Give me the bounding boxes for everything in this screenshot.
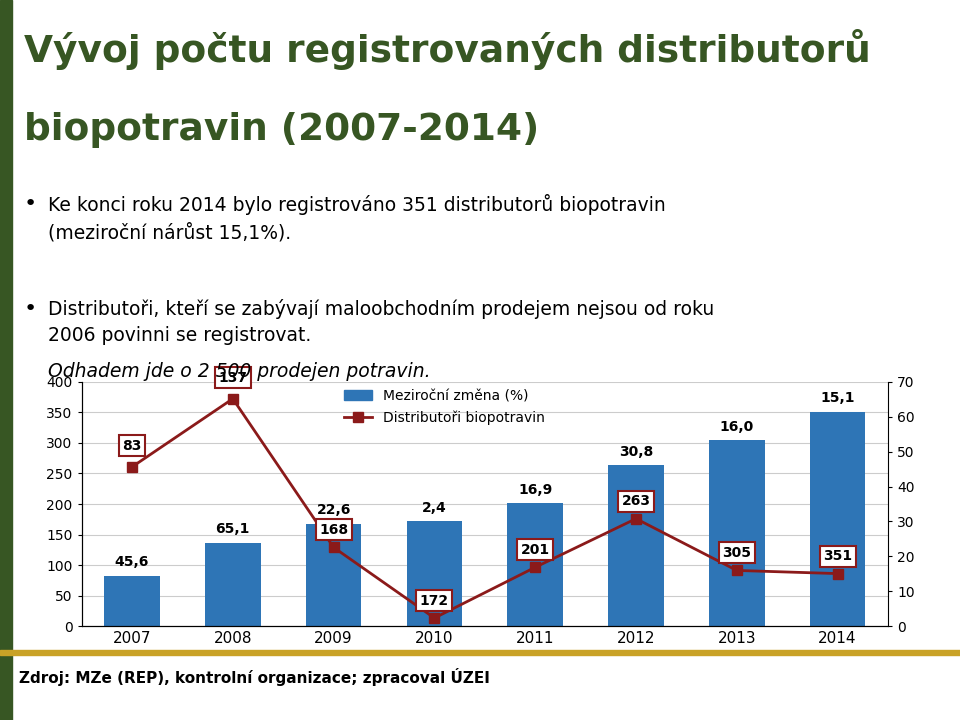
Bar [709,440,764,626]
Text: 16,0: 16,0 [720,420,754,433]
Legend: Meziroční změna (%), Distributoři biopotravin: Meziroční změna (%), Distributoři biopot… [339,384,550,431]
Text: 172: 172 [420,593,449,608]
Text: 15,1: 15,1 [821,392,854,405]
Bar [609,465,663,626]
Text: 16,9: 16,9 [518,483,552,498]
Text: 65,1: 65,1 [216,523,250,536]
Text: biopotravin (2007-2014): biopotravin (2007-2014) [24,112,540,148]
Bar [205,543,260,626]
Text: 137: 137 [218,371,248,384]
Text: 83: 83 [122,439,142,453]
Text: 263: 263 [621,494,651,508]
Text: 351: 351 [823,549,852,563]
Bar [306,523,361,626]
Text: Ke konci roku 2014 bylo registrováno 351 distributorů biopotravin
(meziroční nár: Ke konci roku 2014 bylo registrováno 351… [48,194,665,243]
Text: 201: 201 [520,543,550,557]
Bar [508,503,563,626]
Text: 305: 305 [722,546,752,560]
Text: Distributoři, kteří se zabývají maloobchodním prodejem nejsou od roku
2006 povin: Distributoři, kteří se zabývají maloobch… [48,299,714,346]
Text: Vývoj počtu registrovaných distributorů: Vývoj počtu registrovaných distributorů [24,29,871,70]
Text: 22,6: 22,6 [317,503,350,518]
Text: •: • [24,194,37,215]
Bar [407,521,462,626]
Text: 2,4: 2,4 [422,501,446,515]
Text: •: • [24,299,37,319]
Text: Zdroj: MZe (REP), kontrolní organizace; zpracoval ÚZEI: Zdroj: MZe (REP), kontrolní organizace; … [19,668,490,686]
Bar [105,575,159,626]
Text: Odhadem jde o 2 500 prodejen potravin.: Odhadem jde o 2 500 prodejen potravin. [48,362,431,381]
Text: 168: 168 [319,523,348,537]
Bar [810,412,865,626]
Text: 30,8: 30,8 [619,446,653,459]
Text: 45,6: 45,6 [115,556,149,570]
